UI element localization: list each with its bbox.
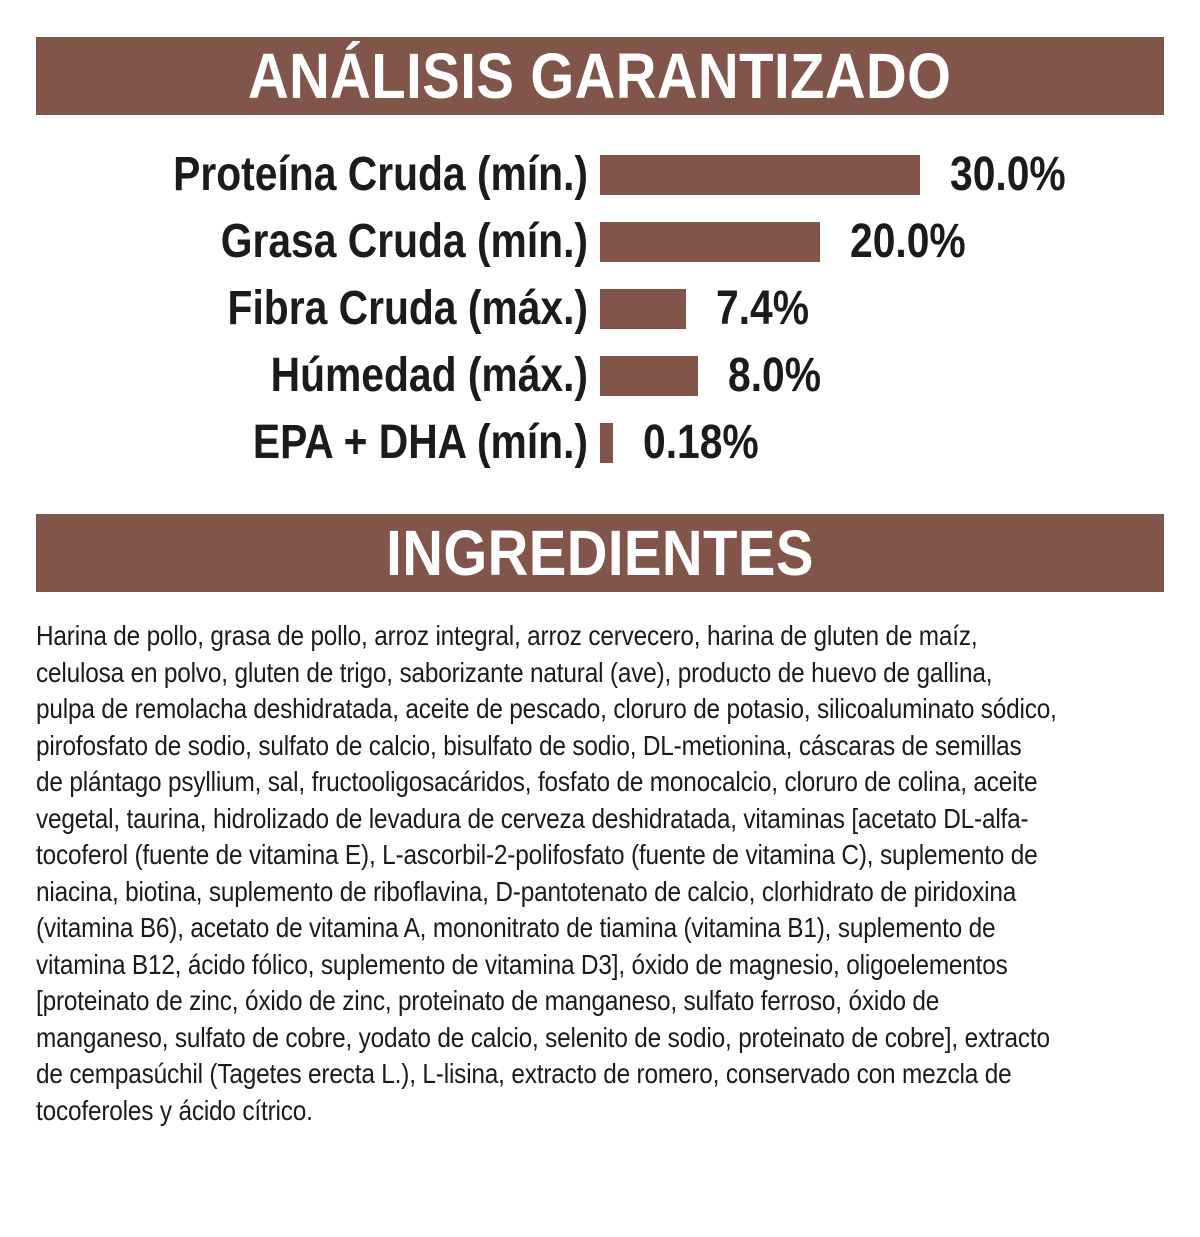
- bar-value: 8.0%: [728, 349, 821, 402]
- ingredients-line: (vitamina B6), acetato de vitamina A, mo…: [36, 912, 996, 943]
- ingredients-line: Harina de pollo, grasa de pollo, arroz i…: [36, 620, 978, 651]
- chart-row: EPA + DHA (mín.) 0.18%: [0, 409, 1200, 476]
- ingredients-line: [proteinato de zinc, óxido de zinc, prot…: [36, 985, 940, 1016]
- ingredients-line: pulpa de remolacha deshidratada, aceite …: [36, 693, 1057, 724]
- ingredients-paragraph: Harina de pollo, grasa de pollo, arroz i…: [36, 618, 1164, 1129]
- chart-row: Fibra Cruda (máx.) 7.4%: [0, 275, 1200, 342]
- bar-track: 8.0%: [600, 348, 837, 403]
- ingredients-line: manganeso, sulfato de cobre, yodato de c…: [36, 1021, 1050, 1053]
- bar-track: 7.4%: [600, 281, 825, 336]
- ingredients-line: niacina, biotina, suplemento de riboflav…: [36, 875, 1017, 907]
- bar-value: 0.18%: [643, 416, 759, 469]
- bar-value: 20.0%: [850, 215, 966, 268]
- ingredients-line: tocoferoles y ácido cítrico.: [36, 1094, 313, 1126]
- guaranteed-analysis-chart: Proteína Cruda (mín.) 30.0% Grasa Cruda (m…: [0, 141, 1200, 476]
- bar-label: Húmedad (máx.): [270, 349, 588, 402]
- bar-label: Grasa Cruda (mín.): [220, 215, 589, 268]
- chart-row: Húmedad (máx.) 8.0%: [0, 342, 1200, 409]
- bar: [600, 154, 920, 195]
- ingredients-line: vitamina B12, ácido fólico, suplemento d…: [36, 948, 1008, 980]
- ingredients-banner: INGREDIENTES: [36, 514, 1164, 592]
- bar-label: EPA + DHA (mín.): [252, 416, 588, 469]
- bar: [600, 422, 613, 463]
- bar-track: 30.0%: [600, 147, 1086, 202]
- bar: [600, 221, 820, 262]
- ingredients-line: vegetal, taurina, hidrolizado de levadur…: [36, 802, 1029, 834]
- bar-track: 20.0%: [600, 214, 986, 269]
- bar: [600, 288, 686, 329]
- chart-row: Proteína Cruda (mín.) 30.0%: [0, 141, 1200, 208]
- guaranteed-analysis-banner: ANÁLISIS GARANTIZADO: [36, 37, 1164, 115]
- bar-track: 0.18%: [600, 415, 779, 470]
- ingredients-line: tocoferol (fuente de vitamina E), L-asco…: [36, 839, 1038, 870]
- pet-food-label-panel: ANÁLISIS GARANTIZADO Proteína Cruda (mín…: [0, 37, 1200, 1237]
- bar-label: Fibra Cruda (máx.): [227, 282, 589, 335]
- ingredients-line: pirofosfato de sodio, sulfato de calcio,…: [36, 729, 1022, 761]
- ingredients-line: celulosa en polvo, gluten de trigo, sabo…: [36, 656, 993, 688]
- chart-row: Grasa Cruda (mín.) 20.0%: [0, 208, 1200, 275]
- guaranteed-analysis-title: ANÁLISIS GARANTIZADO: [248, 40, 952, 112]
- bar-value: 30.0%: [950, 148, 1066, 201]
- ingredients-title: INGREDIENTES: [386, 517, 814, 589]
- bar: [600, 355, 698, 396]
- ingredients-line: de plántago psyllium, sal, fructooligosa…: [36, 766, 1038, 797]
- ingredients-line: de cempasúchil (Tagetes erecta L.), L-li…: [36, 1058, 1012, 1089]
- bar-value: 7.4%: [716, 282, 809, 335]
- bar-label: Proteína Cruda (mín.): [173, 148, 588, 201]
